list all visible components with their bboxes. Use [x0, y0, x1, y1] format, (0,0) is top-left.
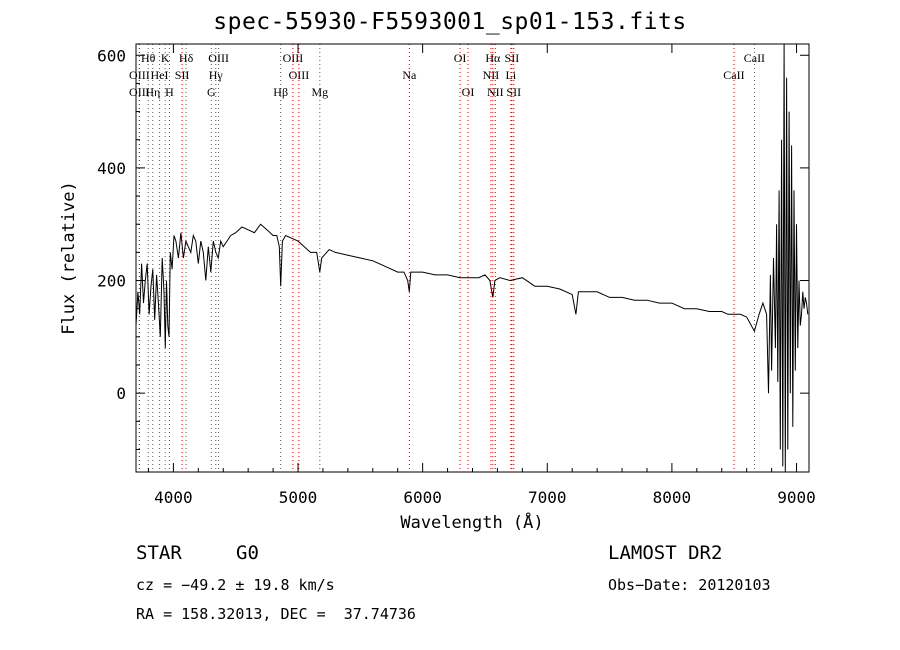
chart-title: spec-55930-F5593001_sp01-153.fits	[213, 9, 687, 35]
y-tick-label-3: 600	[97, 46, 126, 65]
y-tick-label-2: 400	[97, 159, 126, 178]
line-label-6: Hα	[485, 51, 501, 65]
line-label-11: SII	[175, 68, 190, 82]
x-tick-label-2: 6000	[403, 488, 442, 507]
line-label-12: Hγ	[209, 68, 224, 82]
line-label-22: Hβ	[273, 85, 288, 99]
line-label-24: OI	[462, 85, 475, 99]
x-tick-label-0: 4000	[154, 488, 193, 507]
line-label-13: OIII	[289, 68, 310, 82]
plot-frame	[135, 43, 810, 473]
coordinates: RA = 158.32013, DEC = 37.74736	[136, 605, 416, 623]
line-label-25: NII	[487, 85, 504, 99]
line-label-14: Na	[402, 68, 417, 82]
x-tick-label-3: 7000	[528, 488, 567, 507]
spectrum-line	[135, 43, 809, 473]
redshift-cz: cz = −49.2 ± 19.8 km/s	[136, 576, 335, 594]
x-tick-label-5: 9000	[777, 488, 816, 507]
line-label-0: Hθ	[141, 51, 156, 65]
object-class: STAR	[136, 542, 182, 564]
line-markers-layer	[138, 44, 755, 472]
line-label-15: NII	[483, 68, 500, 82]
line-label-20: H	[165, 85, 174, 99]
line-label-7: SII	[505, 51, 520, 65]
axes-layer: 4000 5000 6000 7000 8000 9000 0 200 400 600	[97, 44, 816, 507]
line-label-9: OIII	[129, 68, 150, 82]
line-label-18: OIII	[129, 85, 150, 99]
y-axis-label: Flux (relative)	[59, 181, 79, 335]
line-label-8: CaII	[744, 51, 765, 65]
line-label-17: CaII	[723, 68, 744, 82]
line-label-26: SII	[506, 85, 521, 99]
object-subclass: G0	[236, 542, 259, 564]
line-label-19: Hη	[145, 85, 160, 99]
x-tick-label-4: 8000	[653, 488, 692, 507]
y-tick-label-1: 200	[97, 272, 126, 291]
survey-name: LAMOST DR2	[608, 542, 723, 564]
x-axis-label: Wavelength (Å)	[400, 511, 543, 533]
line-label-10: HeI	[151, 68, 169, 82]
line-label-23: Mg	[311, 85, 328, 99]
observation-date: Obs−Date: 20120103	[608, 576, 771, 594]
line-label-3: OIII	[208, 51, 229, 65]
spectrum-layer	[135, 43, 809, 473]
line-label-1: K	[161, 51, 170, 65]
line-label-2: Hδ	[179, 51, 194, 65]
line-label-4: OIII	[283, 51, 304, 65]
line-label-21: G	[207, 85, 216, 99]
line-label-5: OI	[454, 51, 467, 65]
x-tick-label-1: 5000	[279, 488, 318, 507]
line-label-16: Li	[506, 68, 517, 82]
y-tick-label-0: 0	[116, 384, 126, 403]
